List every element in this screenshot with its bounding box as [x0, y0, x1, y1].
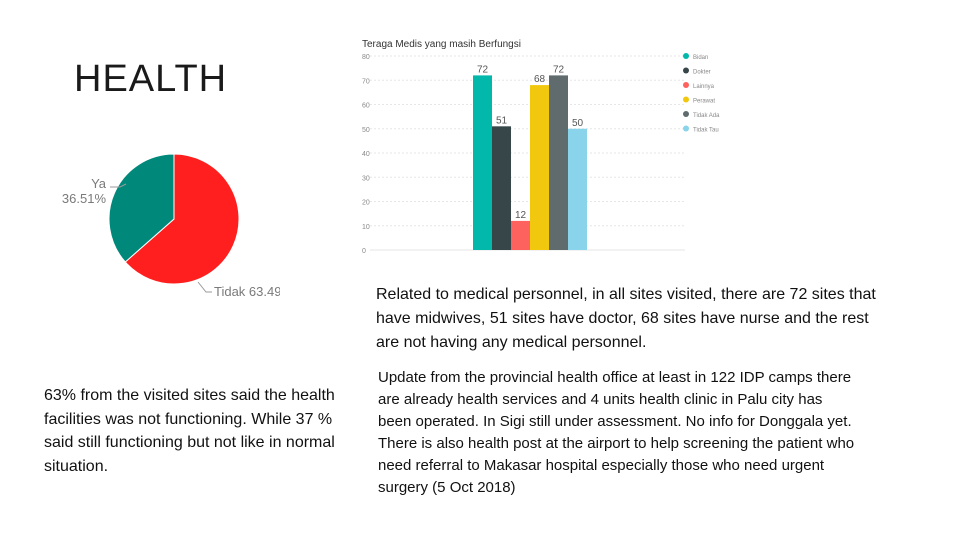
pie-label-tidak: Tidak 63.49%: [214, 284, 280, 299]
ytick-label-10: 10: [362, 224, 370, 231]
pie-value-ya: 36.51%: [62, 191, 107, 206]
pie-slice-ya: [108, 153, 175, 263]
ytick-label-70: 70: [362, 78, 370, 85]
legend-label-dokter: Dokter: [693, 70, 711, 76]
legend-swatch-perawat: [683, 96, 689, 103]
legend-label-lainnya: Lainnya: [693, 84, 715, 90]
legend-label-perawat: Perawat: [693, 99, 715, 105]
bar-dokter: [492, 126, 511, 250]
legend-label-tidak-tau: Tidak Tau: [693, 128, 719, 134]
pie-label-ya: Ya: [91, 176, 107, 191]
ytick-label-50: 50: [362, 127, 370, 134]
bar-chart: Teraga Medis yang masih Berfungsi 0 10 20 30…: [362, 39, 720, 255]
left-description: 63% from the visited sites said the heal…: [44, 387, 335, 475]
legend-label-tidak-ada: Tidak Ada: [693, 113, 720, 119]
legend-swatch-dokter: [683, 67, 689, 74]
bar-chart-title: Teraga Medis yang masih Berfungsi: [362, 39, 521, 50]
bar-tidak-tau: [568, 128, 587, 250]
bar-tidak-ada: [549, 75, 568, 251]
bar-bidan: [473, 75, 492, 251]
pie-leader-ya: [110, 183, 127, 188]
ytick-label-60: 60: [362, 103, 370, 110]
bar-perawat: [530, 85, 549, 250]
legend-swatch-lainnya: [683, 82, 689, 88]
bar-value-label-lainnya: 12: [515, 210, 527, 221]
ytick-label-40: 40: [362, 151, 370, 158]
right-description-bottom: Update from the provincial health office…: [378, 369, 855, 496]
ytick-label-80: 80: [362, 54, 370, 61]
bar-value-label-tidak-ada: 72: [553, 64, 565, 75]
legend-label-bidan: Bidan: [693, 55, 708, 61]
legend-swatch-tidak-tau: [683, 125, 689, 132]
pie-leader-tidak: [197, 281, 212, 293]
ytick-label-20: 20: [362, 200, 370, 207]
ytick-label-0: 0: [362, 248, 366, 255]
legend-swatch-tidak-ada: [683, 111, 689, 117]
ytick-label-30: 30: [362, 175, 370, 182]
legend-swatch-bidan: [683, 53, 689, 59]
pie-slice-tidak: [124, 153, 240, 285]
right-description-top: Related to medical personnel, in all sit…: [376, 286, 876, 351]
page-title: HEALTH: [74, 58, 228, 100]
bar-value-label-bidan: 72: [477, 64, 489, 75]
bar-value-label-perawat: 68: [534, 74, 546, 85]
bar-value-label-tidak-tau: 50: [572, 118, 584, 129]
bar-lainnya: [511, 220, 530, 250]
bar-value-label-dokter: 51: [496, 115, 508, 126]
